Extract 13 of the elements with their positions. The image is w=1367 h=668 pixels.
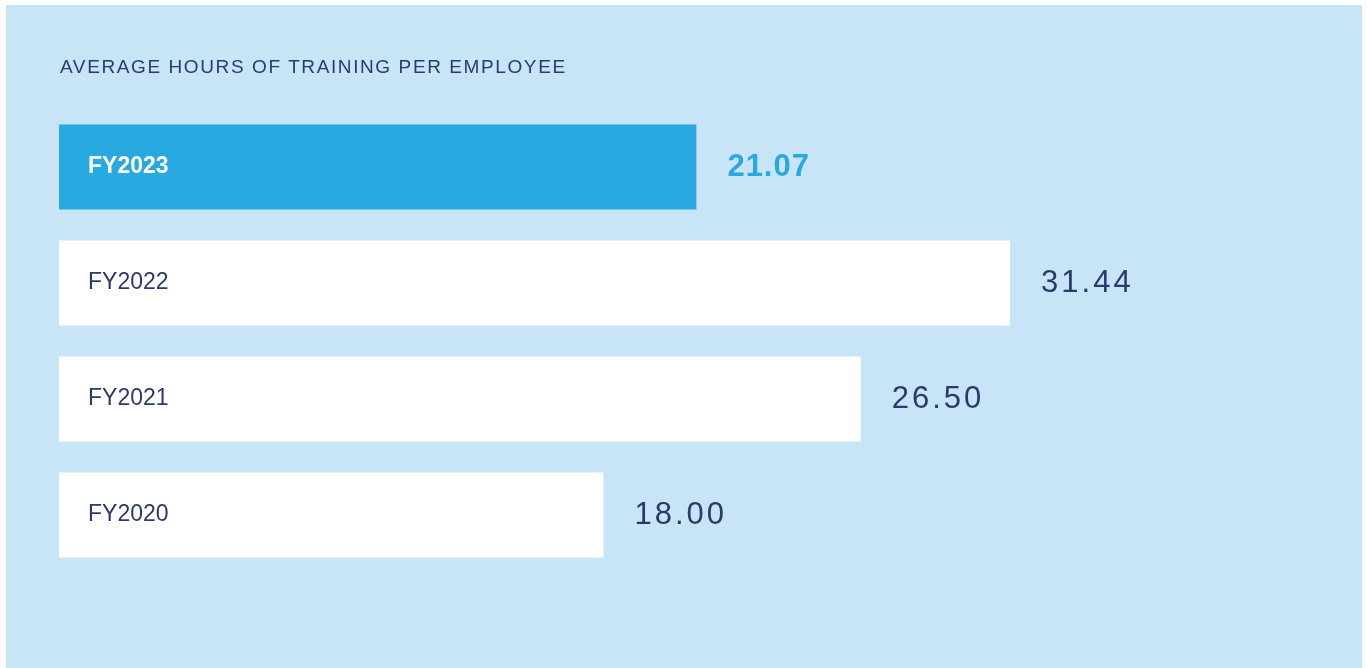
data-label: 18.00 (634, 495, 728, 531)
bar (59, 240, 1011, 326)
y-tick-label: FY2022 (88, 268, 169, 295)
data-label: 21.07 (727, 147, 810, 183)
y-tick-label: FY2020 (88, 500, 169, 527)
chart-title: AVERAGE HOURS OF TRAINING PER EMPLOYEE (60, 56, 567, 78)
bar (59, 124, 697, 210)
bar (59, 356, 861, 442)
data-label: 26.50 (891, 379, 985, 415)
y-tick-label: FY2023 (88, 152, 169, 179)
bar (59, 472, 604, 558)
y-tick-label: FY2021 (88, 384, 169, 411)
data-label: 31.44 (1041, 263, 1134, 299)
